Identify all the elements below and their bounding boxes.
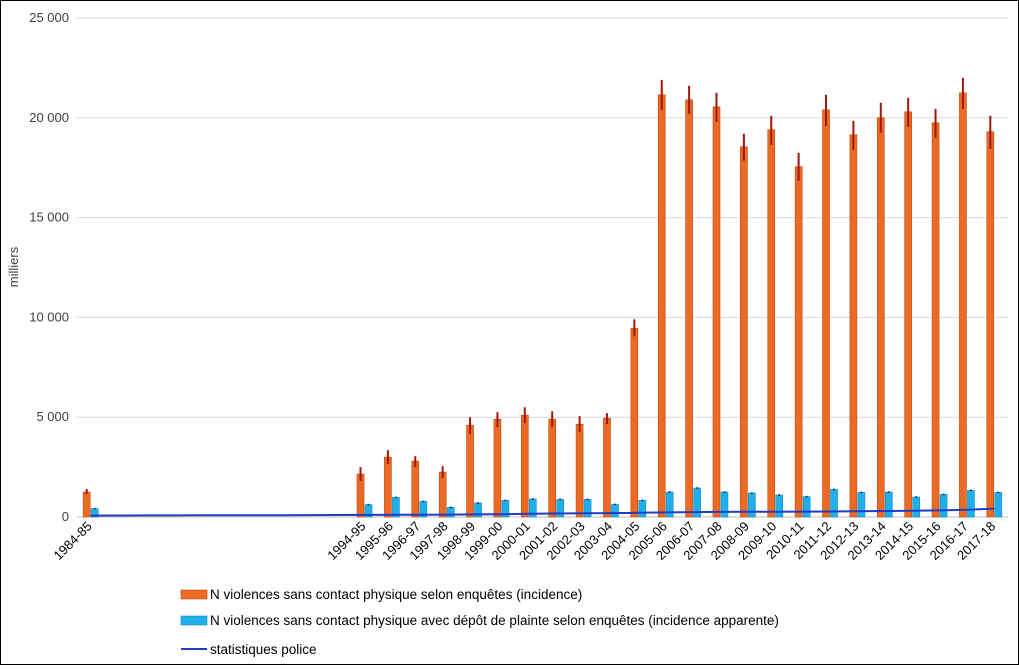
legend-label-incidence-apparente: N violences sans contact physique avec d… xyxy=(210,613,779,628)
y-axis-label: milliers xyxy=(6,246,21,287)
bar-incidence-apparente xyxy=(967,490,975,518)
bar-incidence-apparente xyxy=(611,504,619,518)
bar-incidence xyxy=(411,460,420,518)
y-tick-label: 0 xyxy=(62,509,69,524)
bar-incidence-apparente xyxy=(748,492,756,518)
bar-incidence-apparente xyxy=(994,492,1003,518)
bar-incidence-apparente xyxy=(638,500,647,518)
bar-incidence xyxy=(822,109,830,518)
bar-incidence-apparente xyxy=(857,492,866,518)
y-tick-label: 20 000 xyxy=(29,110,69,125)
bar-incidence xyxy=(959,92,967,518)
bar-incidence xyxy=(876,117,885,518)
bars xyxy=(82,92,1003,518)
bar-incidence xyxy=(849,134,858,518)
bar-incidence xyxy=(986,131,995,518)
bar-incidence xyxy=(904,111,912,518)
bar-incidence xyxy=(740,146,748,518)
bar-incidence xyxy=(384,456,392,518)
bar-incidence xyxy=(575,423,584,518)
legend-label-police: statistiques police xyxy=(210,642,317,657)
legend-swatch-incidence xyxy=(180,589,208,600)
x-tick-label: 1984-85 xyxy=(50,519,94,563)
bar-incidence xyxy=(657,94,666,518)
y-tick-label: 25 000 xyxy=(29,10,69,25)
bar-incidence xyxy=(630,328,639,518)
bar-incidence-apparente xyxy=(583,499,592,518)
error-bars xyxy=(85,77,1000,510)
bar-incidence-apparente xyxy=(720,491,729,518)
bar-incidence xyxy=(767,129,776,518)
bar-incidence-apparente xyxy=(775,494,784,518)
gridlines xyxy=(77,17,1008,418)
x-axis: 1984-85 1994-951995-961996-971997-981998-… xyxy=(50,516,1008,563)
bar-incidence xyxy=(493,418,502,518)
y-tick-label: 15 000 xyxy=(29,210,69,225)
legend-label-incidence: N violences sans contact physique selon … xyxy=(210,587,582,602)
bar-incidence-apparente xyxy=(884,491,893,518)
bar-incidence xyxy=(521,414,529,518)
bar-incidence xyxy=(794,166,803,518)
bar-incidence-apparente xyxy=(939,494,948,518)
bar-incidence xyxy=(931,122,940,518)
bar-incidence-apparente xyxy=(830,489,838,518)
police-line xyxy=(90,507,995,517)
bar-incidence-apparente xyxy=(912,496,920,518)
bar-incidence xyxy=(712,106,721,518)
line-statistiques-police xyxy=(90,507,995,517)
legend: N violences sans contact physique selon … xyxy=(180,587,779,657)
bar-incidence xyxy=(466,424,474,518)
bar-incidence-apparente xyxy=(802,496,811,518)
legend-swatch-incidence-apparente xyxy=(180,615,208,626)
y-tick-label: 10 000 xyxy=(29,309,69,324)
bar-incidence xyxy=(438,471,447,518)
bar-incidence xyxy=(82,491,91,518)
bar-incidence xyxy=(548,418,556,518)
y-axis: 0 5 000 10 000 15 000 20 000 25 000 xyxy=(29,10,69,524)
bar-incidence xyxy=(603,417,611,518)
y-tick-label: 5 000 xyxy=(36,409,69,424)
bar-incidence xyxy=(685,99,693,518)
